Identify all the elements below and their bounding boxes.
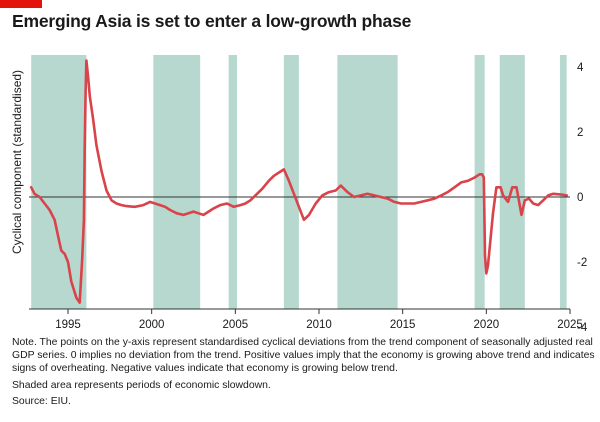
slowdown-band — [559, 55, 567, 309]
slowdown-band — [228, 55, 238, 309]
slowdown-band — [283, 55, 299, 309]
x-tick-label: 2000 — [139, 319, 165, 331]
brand-bar — [0, 0, 42, 8]
y-tick-label: 2 — [577, 127, 583, 139]
shading-note: Shaded area represents periods of econom… — [12, 379, 271, 391]
series-group — [29, 59, 568, 304]
slowdown-band — [31, 55, 87, 309]
x-tick-label: 2020 — [474, 319, 500, 331]
x-tick-label: 1995 — [55, 319, 81, 331]
x-tick-label: 2025 — [557, 319, 583, 331]
series-line — [29, 59, 568, 304]
slowdown-band — [499, 55, 525, 309]
y-tick-label: 0 — [577, 192, 583, 204]
x-tick-label: 2010 — [306, 319, 332, 331]
notes: Note. The points on the y-axis represent… — [12, 336, 597, 411]
y-tick-label: 4 — [577, 62, 584, 74]
slowdown-band — [337, 55, 398, 309]
slowdown-shading — [31, 55, 567, 309]
note-text: Note. The points on the y-axis represent… — [12, 337, 595, 375]
chart-title: Emerging Asia is set to enter a low-grow… — [12, 11, 412, 31]
y-tick-label: -4 — [577, 322, 588, 334]
slowdown-band — [474, 55, 485, 309]
x-axis: 1995 2000 2005 2010 2015 2020 2025 — [29, 308, 583, 331]
x-tick-label: 2015 — [390, 319, 416, 331]
y-tick-label: -2 — [577, 257, 587, 269]
y-axis: -4 -2 0 2 4 — [577, 62, 588, 334]
x-tick-label: 2005 — [223, 319, 249, 331]
slowdown-band — [153, 55, 201, 309]
source-note: Source: EIU. — [12, 395, 71, 407]
